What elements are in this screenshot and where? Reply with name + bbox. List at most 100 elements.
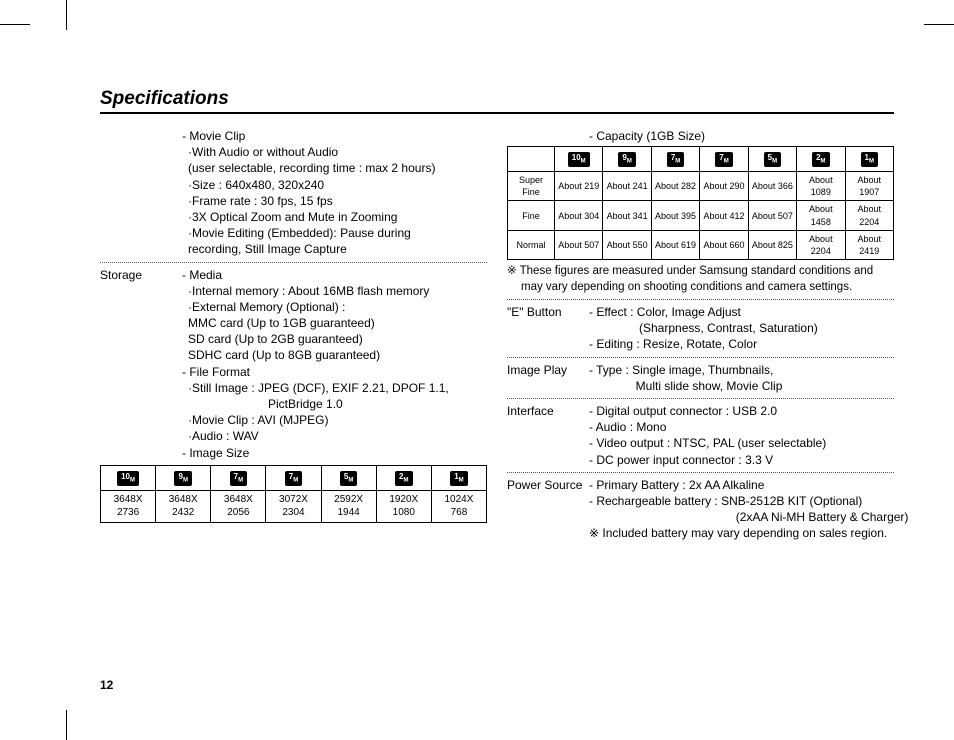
cell: About 290 [700,172,748,201]
table-row: Normal About 507 About 550 About 619 Abo… [508,230,894,259]
crop-mark [66,0,67,30]
res-icon: 7M [285,471,302,486]
res-icon: 10M [117,471,139,486]
text: - Digital output connector : USB 2.0 [589,403,894,419]
section-label: Image Play [507,362,589,394]
crop-mark [66,710,67,740]
section-label: Interface [507,403,589,468]
cell: About 341 [603,201,651,230]
table-row: 3648X2736 3648X2432 3648X2056 3072X2304 … [101,490,487,522]
text: (user selectable, recording time : max 2… [188,161,435,175]
res-icon: 2M [395,471,412,486]
movie-clip-section: - Movie Clip ·With Audio or without Audi… [100,128,487,258]
text: (2xAA Ni-MH Battery & Charger) [589,509,908,525]
cell: About 1089 [797,172,845,201]
cell: About 304 [555,201,603,230]
res-icon: 10M [568,152,590,167]
divider [507,398,894,399]
table-row: Super Fine About 219 About 241 About 282… [508,172,894,201]
cell: 2304 [282,507,304,518]
text: - Audio : Mono [589,419,894,435]
page: Specifications - Movie Clip ·With Audio … [0,0,954,740]
text: - Rechargeable battery : SNB-2512B KIT (… [589,493,908,509]
divider [507,472,894,473]
section-label: Power Source [507,477,589,542]
text: ·Frame rate : 30 fps, 15 fps [188,194,333,208]
text: ·With Audio or without Audio [188,145,338,159]
cell: About 507 [555,230,603,259]
cell: 2736 [117,507,139,518]
divider [507,299,894,300]
text: recording, Still Image Capture [188,242,347,256]
divider [507,357,894,358]
page-number: 12 [100,678,113,692]
text: ·Size : 640x480, 320x240 [188,178,324,192]
title-bar: Specifications [100,88,894,114]
row-label: Super Fine [508,172,555,201]
cell: About 395 [651,201,699,230]
storage-section: Storage - Media ·Internal memory : About… [100,267,487,461]
capacity-heading: - Capacity (1GB Size) [507,128,894,144]
text: ·Internal memory : About 16MB flash memo… [188,284,429,298]
res-icon: 1M [450,471,467,486]
power-note: ※ Included battery may vary depending on… [589,525,908,541]
cell: 3648X [169,494,198,505]
cell: 3648X [114,494,143,505]
movie-clip-heading: - Movie Clip [182,128,487,144]
text: ·3X Optical Zoom and Mute in Zooming [188,210,397,224]
table-row: Fine About 304 About 341 About 395 About… [508,201,894,230]
cell: About 1458 [797,201,845,230]
row-label: Fine [508,201,555,230]
text: SD card (Up to 2GB guaranteed) [188,332,363,346]
cell: 1080 [393,507,415,518]
text: (Sharpness, Contrast, Saturation) [589,320,894,336]
text: - Type : Single image, Thumbnails, [589,362,894,378]
res-icon: 1M [861,152,878,167]
res-icon: 9M [174,471,191,486]
text: ·External Memory (Optional) : [188,300,345,314]
cell: About 619 [651,230,699,259]
cell: About 366 [748,172,796,201]
res-icon: 7M [230,471,247,486]
text: - Effect : Color, Image Adjust [589,304,894,320]
text: - Editing : Resize, Rotate, Color [589,336,894,352]
text: may vary depending on shooting condition… [507,281,852,293]
page-title: Specifications [100,88,894,114]
cell: About 2204 [845,201,893,230]
text: - Primary Battery : 2x AA Alkaline [589,477,908,493]
section-label: "E" Button [507,304,589,353]
text: ※ These figures are measured under Samsu… [507,265,873,277]
divider [100,262,487,263]
image-play-section: Image Play - Type : Single image, Thumbn… [507,362,894,394]
text: SDHC card (Up to 8GB guaranteed) [188,348,380,362]
cell: 2432 [172,507,194,518]
cell: About 550 [603,230,651,259]
res-icon: 7M [667,152,684,167]
cell: 768 [451,507,468,518]
text: Multi slide show, Movie Clip [589,378,894,394]
capacity-note: ※ These figures are measured under Samsu… [507,264,894,295]
right-column: - Capacity (1GB Size) 10M 9M 7M 7M 5M 2M… [507,128,894,675]
res-icon: 2M [812,152,829,167]
cell: About 660 [700,230,748,259]
text: PictBridge 1.0 [188,397,343,411]
text: - DC power input connector : 3.3 V [589,452,894,468]
text: ·Audio : WAV [188,429,259,443]
text: ·Movie Clip : AVI (MJPEG) [188,413,328,427]
table-header-row: 10M 9M 7M 7M 5M 2M 1M [101,465,487,490]
res-icon: 5M [340,471,357,486]
cell: 1920X [389,494,418,505]
res-icon: 9M [618,152,635,167]
cell: About 241 [603,172,651,201]
capacity-table: 10M 9M 7M 7M 5M 2M 1M Super Fine About 2… [507,146,894,260]
power-section: Power Source - Primary Battery : 2x AA A… [507,477,894,542]
file-format-heading: - File Format [182,364,487,380]
table-header-row: 10M 9M 7M 7M 5M 2M 1M [508,147,894,172]
cell: 1944 [338,507,360,518]
media-heading: - Media [182,267,487,283]
row-label: Normal [508,230,555,259]
text: - Video output : NTSC, PAL (user selecta… [589,435,894,451]
cell: About 2204 [797,230,845,259]
cell: About 2419 [845,230,893,259]
cell: About 219 [555,172,603,201]
